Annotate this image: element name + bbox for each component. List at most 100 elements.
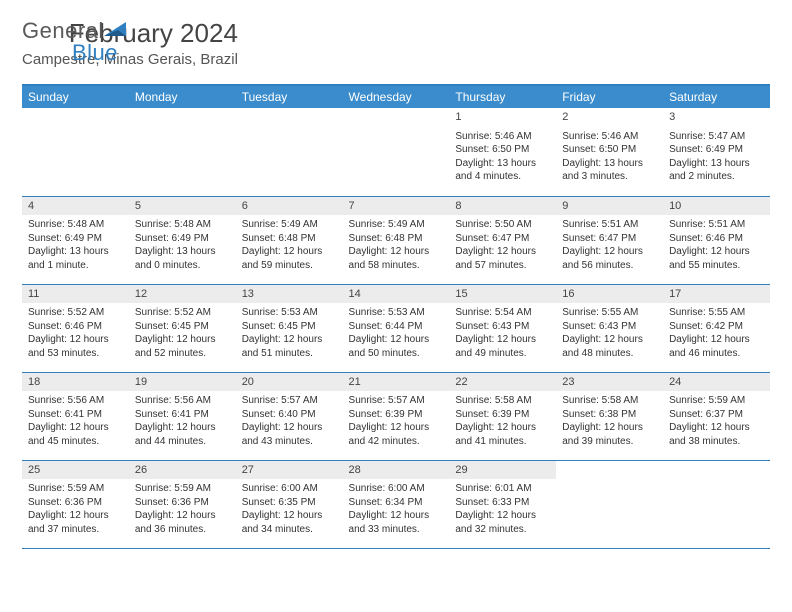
day-number: 17	[663, 285, 770, 304]
calendar-day-cell: 24Sunrise: 5:59 AMSunset: 6:37 PMDayligh…	[663, 372, 770, 460]
sunset-text: Sunset: 6:39 PM	[349, 408, 444, 422]
day-number: 1	[449, 108, 556, 127]
day-number: 24	[663, 373, 770, 392]
sunrise-text: Sunrise: 5:50 AM	[455, 218, 550, 232]
calendar-day-cell: 20Sunrise: 5:57 AMSunset: 6:40 PMDayligh…	[236, 372, 343, 460]
sunrise-text: Sunrise: 5:57 AM	[349, 394, 444, 408]
daylight-text: Daylight: 13 hours and 0 minutes.	[135, 245, 230, 272]
sunset-text: Sunset: 6:49 PM	[28, 232, 123, 246]
calendar-day-cell: 6Sunrise: 5:49 AMSunset: 6:48 PMDaylight…	[236, 196, 343, 284]
sunset-text: Sunset: 6:40 PM	[242, 408, 337, 422]
sunrise-text: Sunrise: 5:52 AM	[28, 306, 123, 320]
calendar-day-cell: .	[236, 108, 343, 196]
day-number: 9	[556, 197, 663, 216]
calendar-day-cell: 26Sunrise: 5:59 AMSunset: 6:36 PMDayligh…	[129, 460, 236, 548]
daylight-text: Daylight: 12 hours and 46 minutes.	[669, 333, 764, 360]
calendar-day-cell: 22Sunrise: 5:58 AMSunset: 6:39 PMDayligh…	[449, 372, 556, 460]
day-number: 29	[449, 461, 556, 480]
day-number: 2	[556, 108, 663, 127]
weekday-header: Monday	[129, 85, 236, 108]
day-number: 14	[343, 285, 450, 304]
daylight-text: Daylight: 12 hours and 42 minutes.	[349, 421, 444, 448]
sunrise-text: Sunrise: 5:56 AM	[135, 394, 230, 408]
calendar-day-cell: 25Sunrise: 5:59 AMSunset: 6:36 PMDayligh…	[22, 460, 129, 548]
daylight-text: Daylight: 12 hours and 58 minutes.	[349, 245, 444, 272]
day-number: 13	[236, 285, 343, 304]
calendar-day-cell: .	[22, 108, 129, 196]
day-number: 25	[22, 461, 129, 480]
sunset-text: Sunset: 6:47 PM	[562, 232, 657, 246]
header: General Blue February 2024 Campestre, Mi…	[22, 18, 770, 74]
sunrise-text: Sunrise: 5:48 AM	[28, 218, 123, 232]
day-number: 5	[129, 197, 236, 216]
calendar-day-cell: 19Sunrise: 5:56 AMSunset: 6:41 PMDayligh…	[129, 372, 236, 460]
calendar-day-cell: 4 Sunrise: 5:48 AMSunset: 6:49 PMDaylight…	[22, 196, 129, 284]
daylight-text: Daylight: 12 hours and 44 minutes.	[135, 421, 230, 448]
sunrise-text: Sunrise: 5:53 AM	[242, 306, 337, 320]
sunset-text: Sunset: 6:47 PM	[455, 232, 550, 246]
daylight-text: Daylight: 12 hours and 38 minutes.	[669, 421, 764, 448]
calendar-day-cell: 1Sunrise: 5:46 AMSunset: 6:50 PMDaylight…	[449, 108, 556, 196]
sunset-text: Sunset: 6:49 PM	[135, 232, 230, 246]
weekday-header: Friday	[556, 85, 663, 108]
day-number: 6	[236, 197, 343, 216]
daylight-text: Daylight: 12 hours and 41 minutes.	[455, 421, 550, 448]
daylight-text: Daylight: 13 hours and 3 minutes.	[562, 157, 657, 184]
day-number: 26	[129, 461, 236, 480]
sunrise-text: Sunrise: 5:54 AM	[455, 306, 550, 320]
calendar-day-cell: 10Sunrise: 5:51 AMSunset: 6:46 PMDayligh…	[663, 196, 770, 284]
day-number: 4	[22, 197, 129, 216]
calendar-week-row: 11Sunrise: 5:52 AMSunset: 6:46 PMDayligh…	[22, 284, 770, 372]
daylight-text: Daylight: 12 hours and 50 minutes.	[349, 333, 444, 360]
sunrise-text: Sunrise: 5:58 AM	[562, 394, 657, 408]
logo-triangle-icon	[104, 20, 130, 43]
sunset-text: Sunset: 6:35 PM	[242, 496, 337, 510]
day-number: 28	[343, 461, 450, 480]
sunset-text: Sunset: 6:38 PM	[562, 408, 657, 422]
calendar-day-cell: 9Sunrise: 5:51 AMSunset: 6:47 PMDaylight…	[556, 196, 663, 284]
daylight-text: Daylight: 12 hours and 37 minutes.	[28, 509, 123, 536]
daylight-text: Daylight: 12 hours and 36 minutes.	[135, 509, 230, 536]
sunset-text: Sunset: 6:50 PM	[455, 143, 550, 157]
day-number: 15	[449, 285, 556, 304]
daylight-text: Daylight: 13 hours and 1 minute.	[28, 245, 123, 272]
sunrise-text: Sunrise: 5:51 AM	[562, 218, 657, 232]
daylight-text: Daylight: 12 hours and 53 minutes.	[28, 333, 123, 360]
calendar-day-cell: 18Sunrise: 5:56 AMSunset: 6:41 PMDayligh…	[22, 372, 129, 460]
day-number: 16	[556, 285, 663, 304]
sunrise-text: Sunrise: 5:55 AM	[562, 306, 657, 320]
sunrise-text: Sunrise: 5:55 AM	[669, 306, 764, 320]
sunrise-text: Sunrise: 5:52 AM	[135, 306, 230, 320]
day-number: 3	[663, 108, 770, 127]
calendar-day-cell: .	[343, 108, 450, 196]
day-number: 19	[129, 373, 236, 392]
calendar-day-cell: 13Sunrise: 5:53 AMSunset: 6:45 PMDayligh…	[236, 284, 343, 372]
sunset-text: Sunset: 6:37 PM	[669, 408, 764, 422]
weekday-header: Wednesday	[343, 85, 450, 108]
sunset-text: Sunset: 6:33 PM	[455, 496, 550, 510]
sunset-text: Sunset: 6:34 PM	[349, 496, 444, 510]
sunrise-text: Sunrise: 5:56 AM	[28, 394, 123, 408]
calendar-body: ....1Sunrise: 5:46 AMSunset: 6:50 PMDayl…	[22, 108, 770, 548]
sunrise-text: Sunrise: 6:01 AM	[455, 482, 550, 496]
daylight-text: Daylight: 12 hours and 49 minutes.	[455, 333, 550, 360]
calendar-week-row: ....1Sunrise: 5:46 AMSunset: 6:50 PMDayl…	[22, 108, 770, 196]
calendar-day-cell: 5Sunrise: 5:48 AMSunset: 6:49 PMDaylight…	[129, 196, 236, 284]
sunset-text: Sunset: 6:43 PM	[562, 320, 657, 334]
calendar-day-cell: 29Sunrise: 6:01 AMSunset: 6:33 PMDayligh…	[449, 460, 556, 548]
calendar-day-cell: 23Sunrise: 5:58 AMSunset: 6:38 PMDayligh…	[556, 372, 663, 460]
sunset-text: Sunset: 6:45 PM	[242, 320, 337, 334]
calendar-day-cell: 21Sunrise: 5:57 AMSunset: 6:39 PMDayligh…	[343, 372, 450, 460]
calendar-day-cell: 27Sunrise: 6:00 AMSunset: 6:35 PMDayligh…	[236, 460, 343, 548]
calendar-day-cell: 7Sunrise: 5:49 AMSunset: 6:48 PMDaylight…	[343, 196, 450, 284]
day-number: 7	[343, 197, 450, 216]
logo-text-general: General	[22, 18, 104, 44]
calendar-day-cell: 8Sunrise: 5:50 AMSunset: 6:47 PMDaylight…	[449, 196, 556, 284]
sunset-text: Sunset: 6:48 PM	[349, 232, 444, 246]
calendar-day-cell: 16Sunrise: 5:55 AMSunset: 6:43 PMDayligh…	[556, 284, 663, 372]
daylight-text: Daylight: 12 hours and 57 minutes.	[455, 245, 550, 272]
day-number: 27	[236, 461, 343, 480]
calendar-day-cell: 15Sunrise: 5:54 AMSunset: 6:43 PMDayligh…	[449, 284, 556, 372]
daylight-text: Daylight: 13 hours and 2 minutes.	[669, 157, 764, 184]
sunrise-text: Sunrise: 5:59 AM	[28, 482, 123, 496]
